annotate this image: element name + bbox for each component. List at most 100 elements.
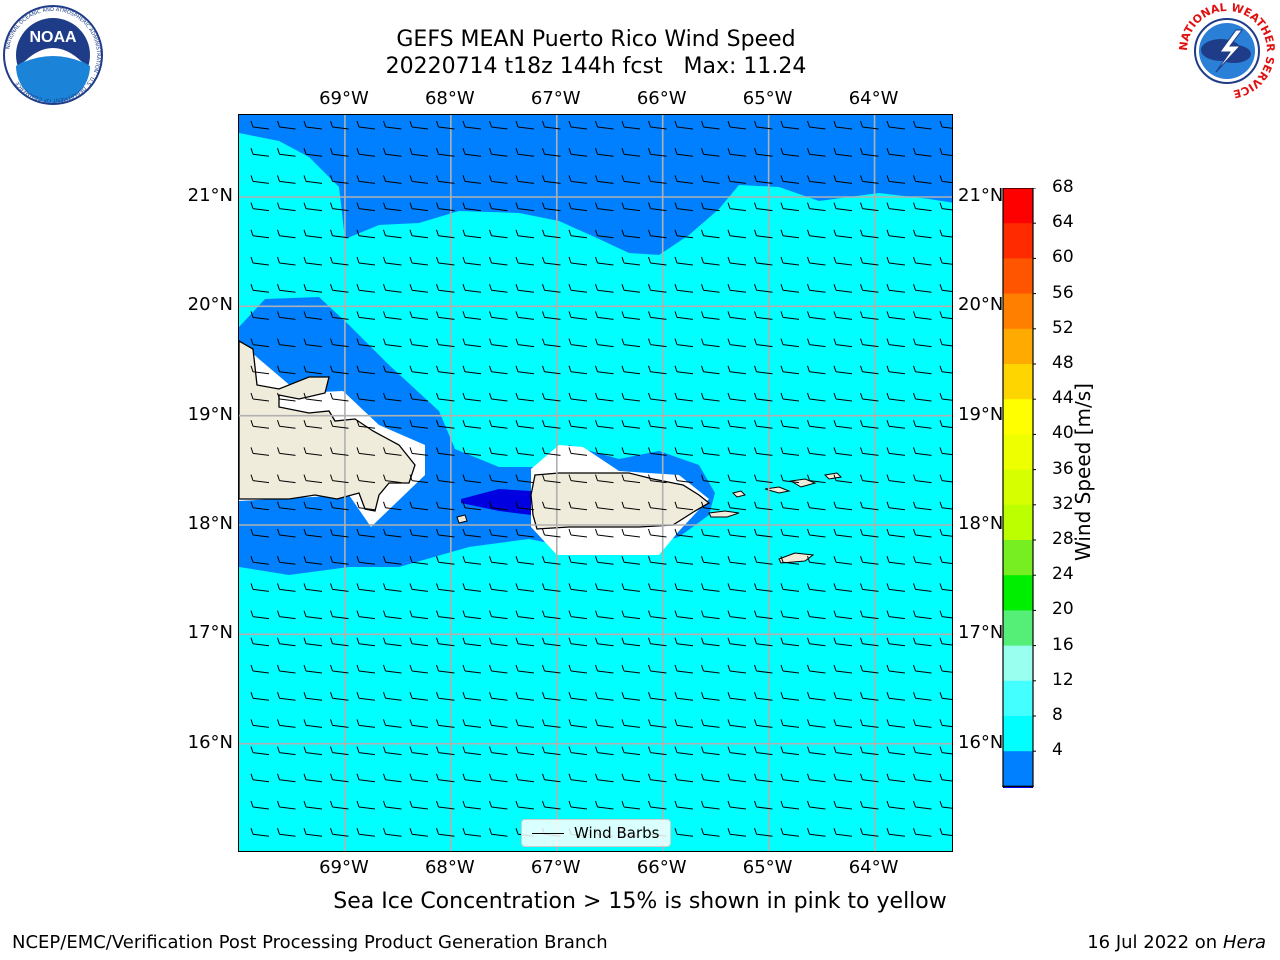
wind-barb xyxy=(754,637,773,647)
colorbar-tick-9: 32 xyxy=(1052,493,1074,514)
colorbar-swatch-0 xyxy=(1003,188,1033,224)
wind-barb xyxy=(568,202,588,212)
wind-barb xyxy=(409,392,429,402)
wind-barb xyxy=(833,664,853,674)
wind-barb xyxy=(542,148,561,157)
wind-barb xyxy=(515,365,535,375)
wind-barb xyxy=(701,256,720,266)
wind-barb xyxy=(250,447,270,456)
wind-barb xyxy=(303,365,323,375)
wind-barb xyxy=(409,202,429,212)
wind-barb xyxy=(595,583,614,592)
wind-barb xyxy=(807,773,826,783)
colorbar-swatch-10 xyxy=(1003,540,1033,576)
land-vieques xyxy=(708,510,740,518)
wind-barb xyxy=(568,420,588,429)
wind-barb xyxy=(489,556,508,565)
wind-barb xyxy=(409,583,429,592)
wind-barb xyxy=(489,229,508,239)
wind-barb xyxy=(780,501,800,511)
lat-tick-left-5: 16°N xyxy=(187,731,233,753)
wind-barb xyxy=(383,420,402,429)
wind-barb xyxy=(595,719,614,728)
wind-barb xyxy=(595,202,614,212)
wind-barb xyxy=(356,365,376,375)
wind-barb xyxy=(303,828,323,837)
wind-barb xyxy=(701,420,720,429)
colorbar-tick-8: 36 xyxy=(1052,458,1074,479)
wind-barb xyxy=(674,447,694,456)
wind-barb xyxy=(648,556,667,565)
wind-barb xyxy=(833,148,853,157)
wind-barb xyxy=(489,828,508,837)
wind-barb xyxy=(939,800,952,809)
colorbar-tick-15: 8 xyxy=(1052,705,1063,725)
wind-barb xyxy=(515,528,535,538)
wind-barb xyxy=(701,284,720,293)
wind-barb xyxy=(515,392,535,402)
wind-barb xyxy=(621,447,641,456)
colorbar-tick-10: 28 xyxy=(1052,529,1074,549)
wind-barb xyxy=(303,148,323,157)
wind-barb xyxy=(727,120,747,130)
wind-barb xyxy=(648,338,667,348)
wind-barb xyxy=(489,175,508,184)
wind-barb xyxy=(595,392,614,402)
lon-tick-bottom-3: 66°W xyxy=(636,857,687,878)
wind-barb xyxy=(303,501,323,511)
wind-barb xyxy=(277,474,296,484)
wind-barb xyxy=(568,746,588,756)
wind-barb xyxy=(754,202,773,212)
wind-barb xyxy=(542,501,561,511)
wind-barb xyxy=(939,773,952,782)
wind-barb xyxy=(330,528,349,538)
wind-barb xyxy=(356,773,376,783)
wind-barb xyxy=(515,746,535,756)
wind-barb xyxy=(542,175,561,184)
wind-barb xyxy=(886,284,906,293)
colorbar-swatch-8 xyxy=(1003,469,1033,506)
wind-barb xyxy=(833,420,853,429)
wind-barb xyxy=(860,175,879,184)
wind-barb xyxy=(383,610,402,620)
wind-barb xyxy=(250,746,270,756)
noaa-logo-icon: NOAA NATIONAL OCEANIC AND ATMOSPHERIC AD… xyxy=(3,5,103,105)
wind-barb xyxy=(383,392,402,402)
wind-barb xyxy=(674,773,694,783)
wind-barb xyxy=(727,392,747,402)
wind-barb xyxy=(807,229,826,239)
wind-barb xyxy=(489,420,508,429)
wind-barb xyxy=(701,392,720,402)
wind-barb xyxy=(595,773,614,783)
wind-barb xyxy=(886,365,906,375)
wind-barb xyxy=(462,175,482,184)
wind-barb xyxy=(595,610,614,620)
wind-barb xyxy=(807,583,826,592)
colorbar-tick-6: 44 xyxy=(1052,388,1074,409)
wind-barbs xyxy=(250,120,952,837)
wind-barb xyxy=(436,828,455,837)
wind-barb xyxy=(780,746,800,756)
wind-barb xyxy=(833,746,853,756)
wind-barb xyxy=(303,311,323,320)
wind-barb xyxy=(277,148,296,157)
wind-barb xyxy=(250,719,270,728)
wind-barb xyxy=(754,610,773,620)
colorbar-swatch-11 xyxy=(1003,575,1033,611)
wind-barb xyxy=(860,692,879,701)
wind-barb xyxy=(780,610,800,620)
wind-barb xyxy=(913,202,932,212)
wind-barb xyxy=(648,175,667,184)
wind-barb xyxy=(462,202,482,212)
wind-barb xyxy=(913,528,932,538)
wind-barb xyxy=(939,556,952,564)
lon-tick-bottom-5: 64°W xyxy=(848,857,899,878)
wind-barb xyxy=(780,148,800,157)
wind-barb xyxy=(436,229,455,239)
wind-barb xyxy=(886,746,906,756)
wind-barb xyxy=(780,202,800,212)
wind-barb xyxy=(542,447,561,456)
wind-barb xyxy=(542,800,561,810)
wind-barb xyxy=(886,447,906,456)
wind-barb xyxy=(595,148,614,157)
